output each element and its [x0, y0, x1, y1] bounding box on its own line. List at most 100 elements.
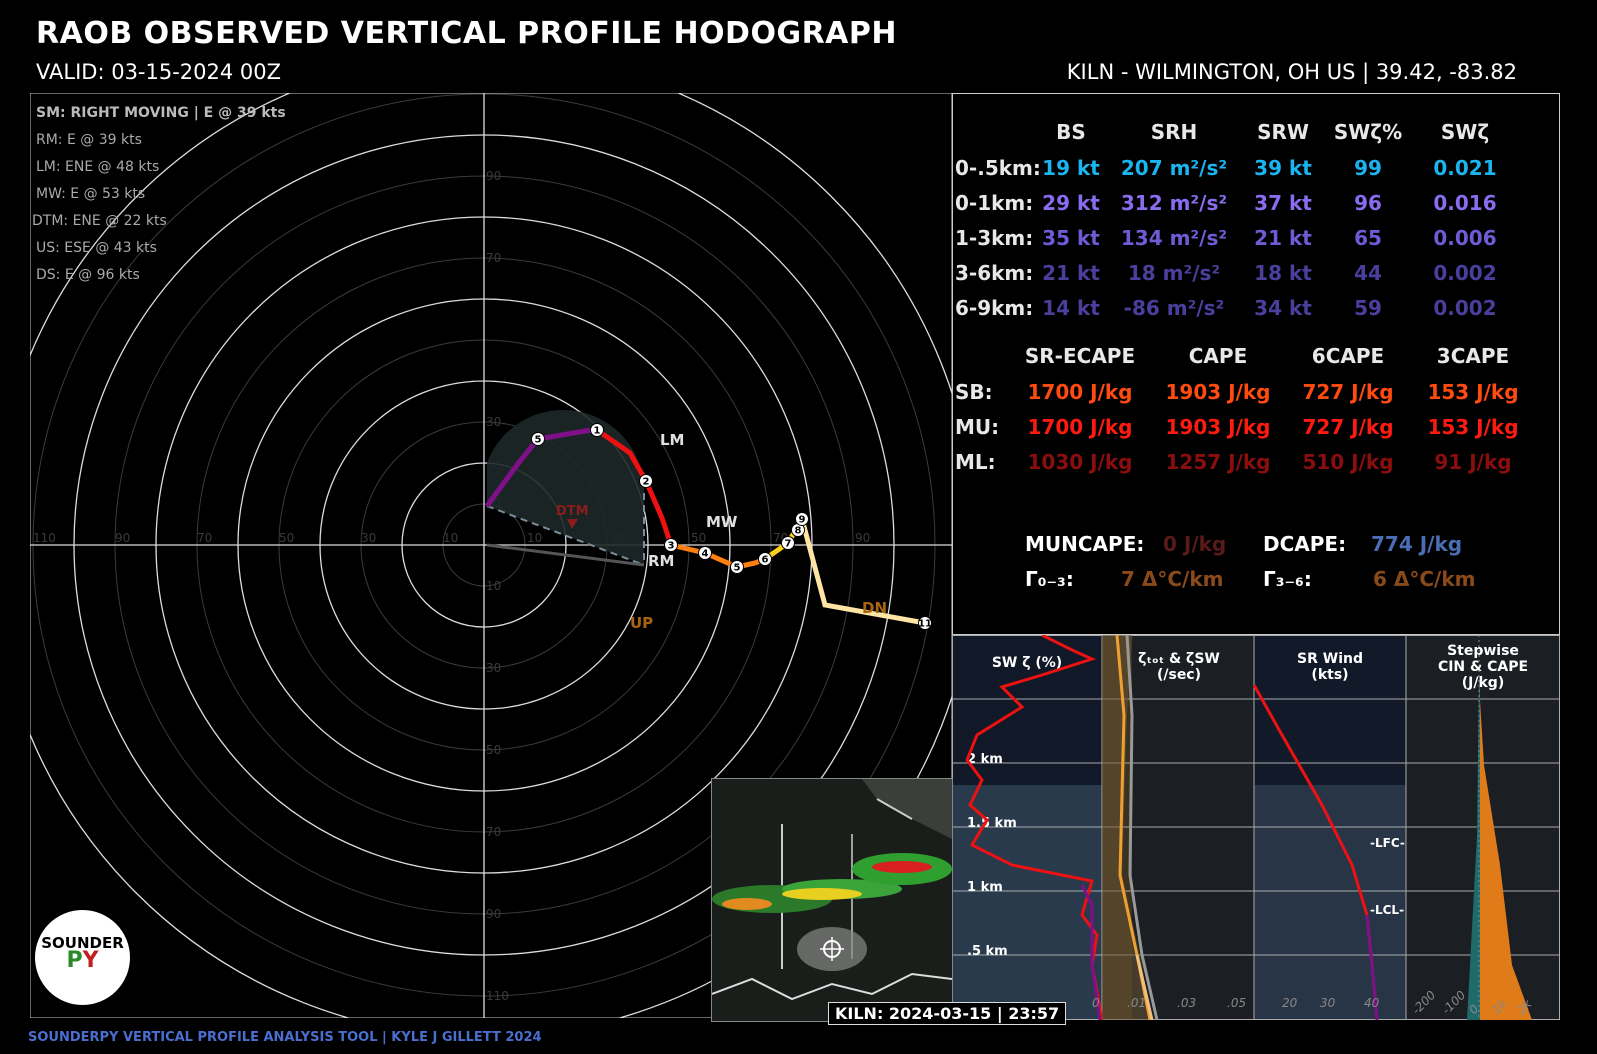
swzeta-profile [965, 635, 1104, 1020]
dcape-label: DCAPE: [1263, 532, 1347, 556]
sounderpy-logo: SOUNDER PY [35, 910, 130, 1005]
hodo-tick-label: 30 [361, 531, 376, 545]
mw-marker: MW [706, 513, 738, 531]
kin-cell: 99 [1354, 156, 1382, 180]
kin-cell: 34 kt [1254, 296, 1312, 320]
thermo-cell: 1257 J/kg [1165, 450, 1271, 474]
height-point-marker [918, 616, 932, 630]
height-point-label: 4 [702, 549, 709, 560]
kin-header: SWζ% [1333, 120, 1403, 144]
trace-9-12km [799, 518, 926, 626]
hodo-tick-label: 70 [486, 251, 501, 265]
height-point-label: 5 [535, 435, 542, 446]
sm-item: DS: E @ 96 kts [36, 267, 140, 283]
height-point-label: 1 [594, 426, 601, 437]
hodo-tick-label: 110 [33, 531, 56, 545]
height-point-marker [639, 474, 653, 488]
hodo-tick-label: 50 [691, 531, 706, 545]
height-point-marker [590, 423, 604, 437]
logo-text: SOUNDER [41, 934, 124, 952]
panel3-tick: 20 [1282, 996, 1298, 1010]
height-point-marker [698, 546, 712, 560]
hodo-tick-label: 90 [855, 531, 870, 545]
dtm-marker: DTM [556, 504, 589, 519]
sm-item: DTM: ENE @ 22 kts [32, 213, 167, 229]
hodo-tick-label: 110 [486, 989, 509, 1003]
panel3-tick: 30 [1320, 996, 1336, 1010]
thermo-cell: 510 J/kg [1302, 450, 1394, 474]
hodo-tick-label: 70 [486, 825, 501, 839]
kin-cell: 18 kt [1254, 261, 1312, 285]
hodo-tick-label: 10 [527, 531, 542, 545]
height-point-label: 11 [918, 619, 932, 630]
thermo-row-label: SB: [955, 380, 993, 404]
height-point-marker [531, 432, 545, 446]
kin-cell: 21 kt [1042, 261, 1100, 285]
dn-marker: DN [862, 599, 887, 617]
page-title: RAOB OBSERVED VERTICAL PROFILE HODOGRAPH [36, 16, 897, 51]
height-point-marker [664, 538, 678, 552]
kin-header: SRW [1257, 120, 1309, 144]
panel1-tick: 0 [1092, 996, 1100, 1010]
hodo-tick-label: 30 [486, 661, 501, 675]
dtm-icon [567, 519, 578, 529]
kin-cell: 29 kt [1042, 191, 1100, 215]
thermo-cell: 153 J/kg [1427, 380, 1519, 404]
kin-cell: 207 m²/s² [1120, 156, 1228, 180]
profile-panels: SW ζ (%) ζₜₒₜ & ζSW (/sec) SR Wind (kts) S… [952, 635, 1560, 1020]
kin-cell: 14 kt [1042, 296, 1100, 320]
sm-item: RM: E @ 39 kts [36, 132, 142, 148]
panel3-title: SR Wind (kts) [1297, 651, 1363, 683]
kin-header: BS [1056, 120, 1086, 144]
thermo-cell: 1700 J/kg [1027, 380, 1133, 404]
kin-cell: 37 kt [1254, 191, 1312, 215]
kin-cell: 0.002 [1433, 261, 1497, 285]
sm-item: MW: E @ 53 kts [36, 186, 146, 202]
thermo-cell: 91 J/kg [1434, 450, 1512, 474]
kin-row-label: 3-6km: [955, 261, 1034, 285]
thermo-header: SR-ECAPE [1024, 344, 1136, 368]
kin-cell: 21 kt [1254, 226, 1312, 250]
height-0.5km: .5 km [967, 944, 1008, 959]
panel4-title: Stepwise CIN & CAPE (J/kg) [1438, 643, 1528, 691]
hodo-tick-label: 90 [486, 169, 501, 183]
cin-fill [1467, 685, 1480, 1020]
kin-row-label: 6-9km: [955, 296, 1034, 320]
kin-cell: 0.016 [1433, 191, 1497, 215]
muncape-label: MUNCAPE: [1025, 532, 1145, 556]
lapse-3-6-value: 6 Δ°C/km [1373, 567, 1476, 591]
panel2-title: ζₜₒₜ & ζSW (/sec) [1138, 651, 1220, 683]
height-point-marker [795, 512, 809, 526]
sm-item: SM: RIGHT MOVING | E @ 39 kts [36, 105, 286, 121]
station-info: KILN - WILMINGTON, OH US | 39.42, -83.82 [1066, 60, 1517, 84]
height-point-marker [758, 552, 772, 566]
height-point-label: 6 [762, 555, 769, 566]
footer: SOUNDERPY VERTICAL PROFILE ANALYSIS TOOL… [28, 1030, 542, 1045]
hodo-tick-label: 50 [486, 743, 501, 757]
thermo-header: 3CAPE [1436, 344, 1510, 368]
hodograph-chart: 1109070503010103050709010305070901101030… [30, 93, 952, 1018]
lcl-label: -LCL- [1370, 903, 1404, 917]
kin-row-label: 0-.5km: [955, 156, 1041, 180]
kin-cell: 65 [1354, 226, 1382, 250]
panel2-tick: .05 [1227, 996, 1246, 1010]
radar-timestamp: KILN: 2024-03-15 | 23:57 [828, 1002, 1067, 1025]
hodo-tick-label: 30 [486, 415, 501, 429]
kin-header: SWζ [1440, 120, 1490, 144]
hodo-tick-label: 10 [486, 579, 501, 593]
valid-time: VALID: 03-15-2024 00Z [36, 60, 282, 84]
hodo-tick-label: 70 [197, 531, 212, 545]
kin-row-label: 1-3km: [955, 226, 1034, 250]
sm-item: US: ESE @ 43 kts [36, 240, 157, 256]
height-1km: 1 km [967, 880, 1003, 895]
rm-marker: RM [648, 552, 674, 570]
radar-map-svg [712, 779, 952, 1021]
kin-cell: -86 m²/s² [1123, 296, 1225, 320]
kin-cell: 312 m²/s² [1120, 191, 1228, 215]
kin-row-label: 0-1km: [955, 191, 1034, 215]
parameter-panel: BS SRH SRW SWζ% SWζ 0-.5km: 19 kt 207 m²/s² 39 k… [952, 93, 1560, 635]
hodo-tick-label: 10 [443, 531, 458, 545]
height-point-label: 3 [668, 541, 675, 552]
thermo-header: 6CAPE [1311, 344, 1385, 368]
thermo-row-label: ML: [955, 450, 996, 474]
